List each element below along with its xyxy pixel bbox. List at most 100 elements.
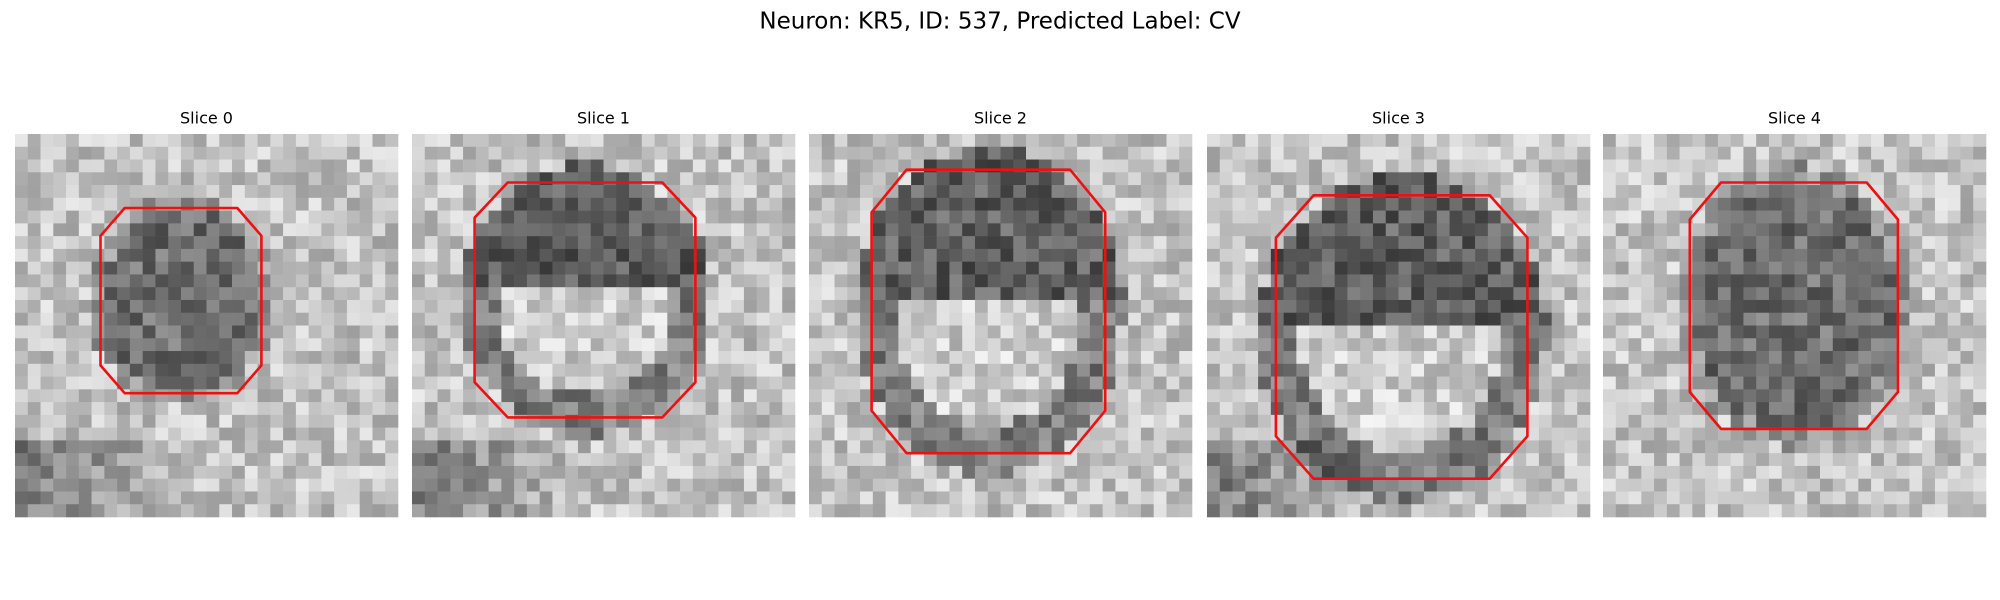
pixel xyxy=(1245,274,1259,288)
pixel xyxy=(898,325,912,339)
pixel xyxy=(1743,478,1757,492)
pixel xyxy=(1245,402,1259,416)
pixel xyxy=(1140,338,1154,352)
pixel xyxy=(526,389,540,403)
pixel xyxy=(1115,197,1129,211)
pixel xyxy=(1487,287,1501,301)
pixel xyxy=(949,427,963,441)
pixel xyxy=(1309,172,1323,186)
pixel xyxy=(667,491,681,505)
pixel xyxy=(1089,351,1103,365)
pixel xyxy=(257,134,271,148)
pixel xyxy=(257,236,271,250)
pixel xyxy=(40,223,54,237)
pixel xyxy=(437,172,451,186)
pixel xyxy=(809,299,823,314)
pixel xyxy=(1705,363,1719,377)
pixel xyxy=(898,312,912,326)
pixel xyxy=(641,325,655,339)
pixel xyxy=(66,134,80,148)
pixel xyxy=(1321,363,1335,377)
pixel xyxy=(911,185,925,199)
pixel xyxy=(821,185,835,199)
pixel xyxy=(1245,325,1259,339)
pixel xyxy=(552,504,566,518)
pixel xyxy=(731,491,745,505)
pixel xyxy=(1615,338,1629,352)
pixel xyxy=(987,351,1001,365)
pixel xyxy=(1756,440,1770,454)
pixel xyxy=(168,134,182,148)
pixel xyxy=(1641,146,1655,160)
pixel xyxy=(860,197,874,211)
pixel xyxy=(872,427,886,441)
pixel xyxy=(1232,287,1246,301)
pixel xyxy=(1115,146,1129,160)
pixel xyxy=(641,465,655,479)
pixel xyxy=(539,338,553,352)
pixel xyxy=(1717,504,1731,518)
pixel xyxy=(1909,185,1923,199)
pixel xyxy=(1219,402,1233,416)
pixel xyxy=(232,338,246,352)
pixel xyxy=(1102,146,1116,160)
pixel xyxy=(1372,248,1387,262)
pixel xyxy=(40,274,54,288)
pixel xyxy=(1641,351,1655,365)
pixel xyxy=(949,210,963,224)
pixel xyxy=(295,414,309,428)
pixel xyxy=(232,325,246,339)
pixel xyxy=(1321,223,1335,237)
pixel xyxy=(1372,465,1387,479)
image-panel xyxy=(15,134,399,518)
pixel xyxy=(1832,491,1846,505)
pixel xyxy=(1666,389,1680,403)
pixel xyxy=(1513,274,1527,288)
pixel xyxy=(257,389,271,403)
pixel xyxy=(1258,504,1272,518)
pixel xyxy=(15,389,29,403)
pixel xyxy=(463,363,477,377)
pixel xyxy=(1153,504,1167,518)
pixel xyxy=(475,427,489,441)
pixel xyxy=(463,248,477,262)
pixel xyxy=(1666,185,1680,199)
pixel xyxy=(53,172,67,186)
pixel xyxy=(117,223,131,237)
pixel xyxy=(1360,197,1374,211)
pixel xyxy=(1883,185,1897,199)
pixel xyxy=(1717,134,1731,148)
pixel xyxy=(1475,338,1489,352)
pixel xyxy=(219,414,233,428)
pixel xyxy=(66,363,80,377)
pixel xyxy=(1128,453,1142,467)
pixel xyxy=(616,478,630,492)
pixel xyxy=(1538,172,1552,186)
pixel xyxy=(1781,299,1795,314)
pixel xyxy=(756,363,770,377)
pixel xyxy=(1832,159,1846,173)
pixel xyxy=(1947,376,1961,390)
pixel xyxy=(1934,338,1948,352)
pixel xyxy=(232,223,246,237)
pixel xyxy=(1909,146,1923,160)
pixel xyxy=(1973,210,1987,224)
pixel xyxy=(1666,274,1680,288)
pixel xyxy=(616,159,630,173)
pixel xyxy=(501,299,515,314)
pixel xyxy=(1372,210,1387,224)
pixel xyxy=(1153,134,1167,148)
pixel xyxy=(15,261,29,275)
pixel xyxy=(232,299,246,314)
pixel xyxy=(629,312,643,326)
pixel xyxy=(860,453,874,467)
pixel xyxy=(514,376,528,390)
pixel xyxy=(1513,236,1527,250)
pixel xyxy=(539,453,553,467)
pixel xyxy=(974,325,989,339)
pixel xyxy=(1960,427,1974,441)
pixel xyxy=(821,197,835,211)
pixel xyxy=(1270,248,1284,262)
pixel xyxy=(834,414,848,428)
pixel xyxy=(346,465,360,479)
